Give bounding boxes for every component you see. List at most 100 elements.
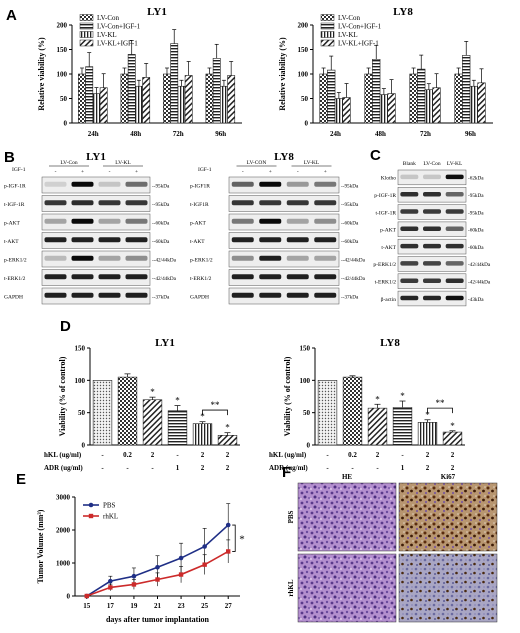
blot-band bbox=[259, 200, 282, 206]
bar bbox=[142, 399, 163, 446]
row-label-hkl: hKL (ug/ml) bbox=[269, 451, 307, 459]
legend-swatch bbox=[79, 14, 94, 21]
bar bbox=[117, 376, 138, 446]
significance-bracket bbox=[232, 524, 236, 552]
column-label: Ki67 bbox=[441, 473, 456, 481]
blot-band bbox=[423, 295, 441, 301]
y-tick-label: 100 bbox=[300, 377, 311, 385]
significance-bracket bbox=[427, 407, 453, 414]
histology-image-pbs-he bbox=[297, 482, 397, 552]
x-tick-label: 24h bbox=[88, 130, 99, 138]
hkl-value: - bbox=[401, 451, 404, 459]
x-tick-label: 48h bbox=[375, 130, 386, 138]
y-tick-label: 0 bbox=[67, 593, 71, 601]
kda-label: -60kDa bbox=[468, 228, 484, 234]
bar bbox=[220, 85, 228, 124]
blot-band bbox=[71, 292, 94, 298]
y-tick-label: 0 bbox=[307, 442, 311, 450]
blot-title: LY1 bbox=[86, 151, 106, 163]
legend-label: LV-KL bbox=[338, 31, 358, 39]
row-label: PBS bbox=[287, 510, 295, 523]
bar bbox=[135, 85, 143, 124]
blot-band bbox=[445, 243, 464, 249]
data-point bbox=[131, 573, 137, 579]
x-tick-label: 17 bbox=[107, 602, 115, 610]
lane-label: LV-Con bbox=[423, 161, 441, 167]
data-point bbox=[178, 555, 184, 561]
bar bbox=[163, 73, 171, 124]
adr-value: - bbox=[101, 464, 104, 472]
histology-image-pbs-ki67 bbox=[398, 482, 498, 552]
blot-strip bbox=[228, 176, 340, 194]
blot-band bbox=[259, 181, 282, 187]
panel-f-histology: HE Ki67 PBS rhKL bbox=[287, 473, 498, 623]
blot-band bbox=[400, 295, 419, 301]
bar bbox=[462, 55, 471, 124]
blot-band bbox=[259, 255, 282, 261]
legend-label: LV-Con bbox=[97, 14, 120, 22]
blot-band bbox=[98, 255, 121, 261]
blot-band bbox=[44, 255, 67, 261]
bar bbox=[417, 68, 426, 124]
bar bbox=[387, 93, 396, 124]
blot-band bbox=[259, 274, 282, 280]
kda-label: --42/44kDa bbox=[152, 276, 177, 282]
x-tick-label: 96h bbox=[215, 130, 226, 138]
row-label: p-IGF-1R bbox=[4, 183, 26, 189]
blot-strip bbox=[228, 232, 340, 249]
x-tick-label: 25 bbox=[201, 602, 209, 610]
x-tick-label: 21 bbox=[154, 602, 162, 610]
panel-label-c: C bbox=[370, 147, 381, 164]
kda-label: -42/44kDa bbox=[468, 262, 491, 268]
blot-band bbox=[71, 237, 94, 243]
adr-value: 1 bbox=[401, 464, 405, 472]
blot-band bbox=[98, 181, 121, 187]
y-tick-label: 50 bbox=[303, 409, 311, 417]
bar bbox=[379, 94, 388, 124]
y-axis-label: Viability (% of control) bbox=[58, 356, 67, 436]
data-point bbox=[225, 522, 231, 528]
significance-star: * bbox=[400, 391, 405, 401]
chart-title: LY8 bbox=[380, 337, 400, 349]
legend-swatch bbox=[320, 14, 335, 21]
kda-label: -95kDa bbox=[468, 193, 484, 199]
blot-band bbox=[44, 181, 67, 187]
legend-marker bbox=[88, 502, 94, 508]
blot-strip bbox=[41, 269, 151, 286]
blot-band bbox=[259, 292, 282, 298]
row-label: t-ERK1/2 bbox=[375, 279, 397, 285]
column-label: HE bbox=[342, 473, 352, 481]
blot-band bbox=[98, 237, 121, 243]
blot-band bbox=[71, 218, 94, 224]
sign-label: + bbox=[135, 169, 138, 175]
blot-band bbox=[400, 243, 419, 249]
hkl-value: 0.2 bbox=[348, 451, 357, 459]
bar bbox=[120, 73, 129, 124]
x-tick-label: 15 bbox=[83, 602, 91, 610]
row-label: p-ERK1/2 bbox=[373, 262, 396, 268]
blot-band bbox=[125, 255, 148, 261]
bar bbox=[342, 97, 351, 124]
blot-band bbox=[231, 237, 254, 243]
blot-band bbox=[314, 218, 337, 224]
blot-strip bbox=[41, 287, 151, 305]
x-tick-label: 23 bbox=[178, 602, 186, 610]
adr-value: 1 bbox=[176, 464, 180, 472]
hkl-value: 2 bbox=[426, 451, 430, 459]
y-axis-label: Viability (% of control) bbox=[283, 356, 292, 436]
bar bbox=[177, 85, 186, 124]
panel-label-b: B bbox=[4, 149, 15, 166]
kda-label: --37kDa bbox=[152, 294, 170, 300]
bar bbox=[392, 407, 413, 446]
blot-band bbox=[125, 218, 148, 224]
adr-value: 2 bbox=[451, 464, 455, 472]
panel-label-d: D bbox=[60, 318, 71, 335]
blot-band bbox=[286, 274, 309, 280]
lane-group-label: LV-CON bbox=[247, 160, 267, 166]
panel-label-a: A bbox=[6, 7, 17, 24]
bar bbox=[217, 434, 238, 446]
legend-swatch bbox=[79, 22, 94, 30]
bar bbox=[342, 376, 363, 446]
